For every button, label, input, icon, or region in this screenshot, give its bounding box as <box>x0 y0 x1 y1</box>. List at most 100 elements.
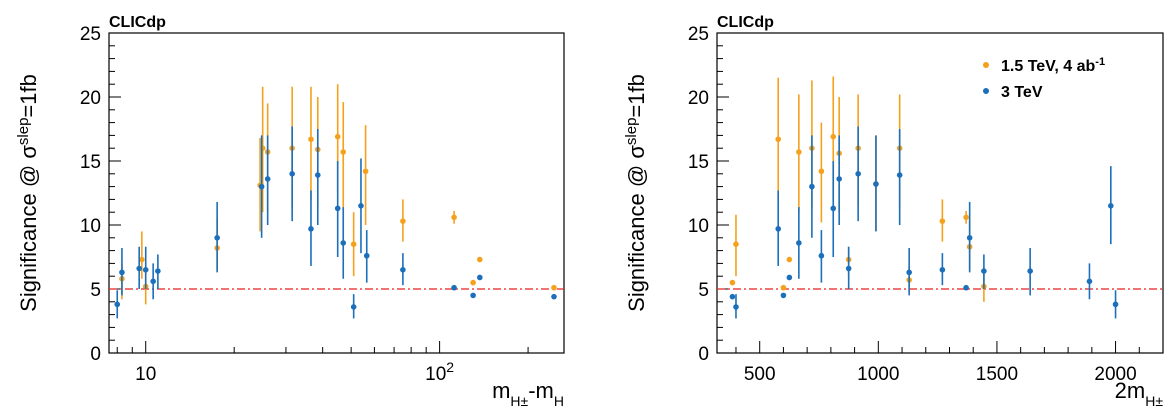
data-point <box>780 284 787 291</box>
data-point <box>350 241 357 247</box>
y-tick-label: 0 <box>90 344 101 365</box>
data-point <box>289 171 295 177</box>
right-panel: CLICdp 0 5 10 15 20 25 500 1000 1500 2000 Signifi… <box>623 14 1164 409</box>
legend: 1.5 TeV, 4 ab-1 3 TeV <box>983 56 1105 101</box>
right-x-axis-title: 2mH± <box>1115 378 1164 409</box>
y-tick-label: 0 <box>698 344 709 365</box>
data-point <box>264 176 271 182</box>
y-tick-label: 10 <box>688 216 709 237</box>
data-point <box>1108 203 1114 209</box>
y-tick-label: 10 <box>80 216 101 237</box>
data-point <box>451 284 457 291</box>
left-plot-frame <box>108 32 565 354</box>
x-tick-label: 1000 <box>857 364 899 385</box>
data-point <box>780 292 787 299</box>
data-point <box>1027 268 1033 274</box>
data-point <box>358 203 364 209</box>
data-point <box>1112 301 1119 308</box>
legend-label-3tev: 3 TeV <box>1001 84 1043 101</box>
data-point <box>845 265 852 272</box>
data-point <box>963 214 969 221</box>
right-y-axis-title: Significance @ σslep=1fb <box>623 74 650 312</box>
y-tick-label: 20 <box>688 88 709 109</box>
data-point <box>308 136 314 143</box>
data-point <box>470 279 476 286</box>
legend-marker-3tev <box>983 88 989 94</box>
data-point <box>142 267 149 273</box>
data-point <box>896 172 903 178</box>
series-3tev <box>114 126 557 319</box>
data-point <box>470 292 476 299</box>
data-point <box>400 218 406 224</box>
data-point <box>836 176 842 182</box>
data-point <box>966 235 973 241</box>
data-point <box>476 274 483 281</box>
data-point <box>363 252 370 259</box>
data-point <box>818 168 825 175</box>
data-point <box>906 269 912 276</box>
data-point <box>314 172 321 178</box>
data-point <box>350 304 357 310</box>
data-point <box>981 268 987 274</box>
data-point <box>830 133 837 140</box>
data-point <box>775 136 782 143</box>
data-point <box>451 214 457 221</box>
data-point <box>873 181 879 187</box>
x-tick-label: 10 <box>135 364 156 385</box>
data-point <box>259 145 266 151</box>
y-tick-label: 25 <box>688 24 709 45</box>
data-point <box>139 256 145 263</box>
data-point <box>855 171 861 177</box>
x-tick-label: 102 <box>425 359 454 385</box>
data-point <box>733 241 739 247</box>
data-point <box>136 265 142 272</box>
data-point <box>786 256 793 263</box>
data-point <box>551 293 557 300</box>
legend-marker-1.5tev <box>983 62 989 68</box>
data-point <box>551 284 557 291</box>
legend-label-1.5tev: 1.5 TeV, 4 ab-1 <box>1001 56 1105 75</box>
data-point <box>809 183 815 190</box>
left-panel: CLICdp 0 5 10 15 20 25 10 102 Significance @ σs… <box>15 14 565 409</box>
data-point <box>150 278 156 285</box>
series-3tev <box>729 126 1119 319</box>
y-tick-label: 15 <box>80 152 101 173</box>
data-point <box>818 252 825 259</box>
data-point <box>258 183 265 190</box>
data-point <box>729 279 736 286</box>
y-tick-label: 5 <box>90 280 101 301</box>
data-point <box>119 269 125 276</box>
data-point <box>786 274 793 281</box>
data-point <box>733 304 739 310</box>
left-y-axis-title: Significance @ σslep=1fb <box>15 74 42 312</box>
right-plot-frame <box>716 32 1164 354</box>
y-tick-label: 5 <box>698 280 709 301</box>
data-point <box>830 205 837 212</box>
x-tick-label: 500 <box>744 364 776 385</box>
data-point <box>775 226 782 232</box>
data-point <box>729 293 736 300</box>
data-point <box>308 226 314 232</box>
data-point <box>796 240 802 246</box>
data-point <box>1086 278 1093 285</box>
right-experiment-tag: CLICdp <box>717 14 774 31</box>
data-point <box>214 235 220 241</box>
data-point <box>963 284 969 291</box>
x-tick-label: 2000 <box>1094 364 1136 385</box>
data-point <box>796 149 802 155</box>
y-tick-label: 25 <box>80 24 101 45</box>
x-tick-label: 1500 <box>976 364 1018 385</box>
y-tick-label: 20 <box>80 88 101 109</box>
data-point <box>939 218 946 224</box>
data-point <box>476 256 483 263</box>
data-point <box>340 149 347 155</box>
x-tick-exponent: 2 <box>446 359 454 375</box>
data-point <box>114 301 121 308</box>
left-x-axis-title: mH±-mH <box>492 378 564 409</box>
data-point <box>340 240 347 246</box>
data-point <box>362 168 369 175</box>
data-point <box>334 205 341 212</box>
data-point <box>155 268 161 274</box>
data-point <box>334 133 341 140</box>
